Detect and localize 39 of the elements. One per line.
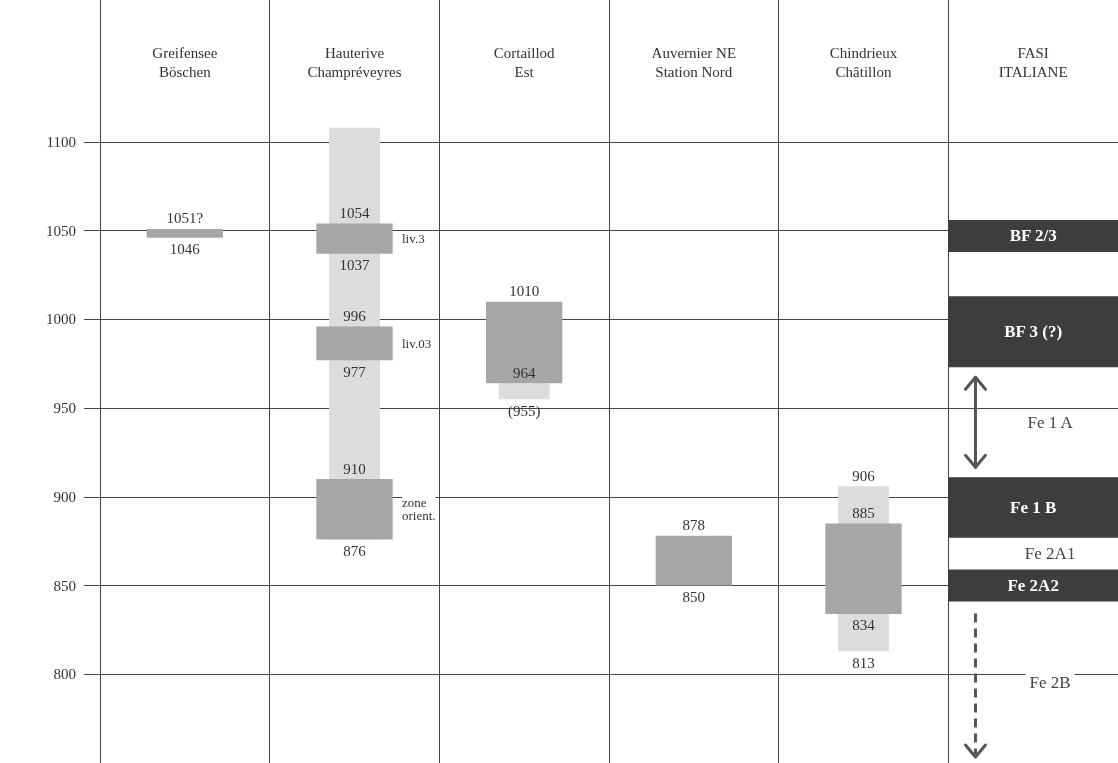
annotation: 1046 xyxy=(169,241,201,258)
annotation: 996 xyxy=(343,307,367,324)
annotation: 850 xyxy=(682,589,706,606)
annotation: zone orient. xyxy=(402,495,436,524)
y-tick-label: 900 xyxy=(53,488,76,505)
annotation: Fe 2A1 xyxy=(1024,544,1076,564)
annotation: 878 xyxy=(682,517,706,534)
annotation: 834 xyxy=(852,617,876,634)
annotation: 813 xyxy=(852,654,875,671)
annotation: 885 xyxy=(852,504,875,521)
annotation: 910 xyxy=(343,460,366,477)
y-tick-label: 950 xyxy=(53,400,76,417)
y-tick-label: 1050 xyxy=(46,222,76,239)
x-tick-label: Greifensee Böschen xyxy=(152,44,218,80)
y-tick-label: 1100 xyxy=(46,133,76,150)
annotation: liv.03 xyxy=(402,335,432,351)
annotation: 1051? xyxy=(166,210,204,227)
x-tick-label: Cortaillod Est xyxy=(493,44,556,80)
annotation: Fe 2B xyxy=(1029,672,1071,692)
annotation: Fe 1 A xyxy=(1027,412,1074,432)
annotation: 964 xyxy=(512,364,536,381)
y-tick-label: 800 xyxy=(53,666,76,683)
data-label: BF 3 (?) xyxy=(1004,322,1063,342)
x-tick-label: FASI ITALIANE xyxy=(998,44,1068,80)
annotation: 977 xyxy=(343,363,367,380)
y-tick-label: 1000 xyxy=(46,311,76,328)
annotation: 876 xyxy=(343,542,367,559)
data-label: Fe 1 B xyxy=(1010,497,1057,517)
data-label: Fe 2A2 xyxy=(1007,576,1059,596)
annotation: 1037 xyxy=(339,257,370,274)
x-tick-label: Auvernier NE Station Nord xyxy=(651,44,737,80)
annotation: 1010 xyxy=(509,283,540,300)
annotation: 1054 xyxy=(339,205,370,222)
y-tick-label: 850 xyxy=(53,577,76,594)
annotation: 906 xyxy=(852,467,876,484)
x-tick-label: Chindrieux Châtillon xyxy=(829,44,898,80)
x-tick-label: Hauterive Champréveyres xyxy=(307,44,402,80)
annotation: liv.3 xyxy=(402,231,425,247)
data-label: BF 2/3 xyxy=(1009,226,1057,246)
